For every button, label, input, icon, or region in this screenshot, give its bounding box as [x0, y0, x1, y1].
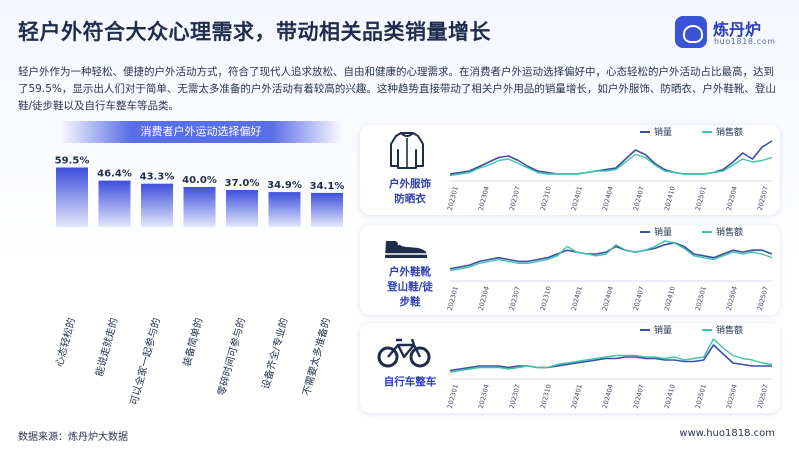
series-line-volume: [449, 344, 772, 372]
x-tick-label: 202404: [601, 185, 615, 211]
panel-bicycle: 自行车整车 202301 202304 202307 202310 202401 2024…: [360, 323, 780, 413]
legend-label: 销量: [654, 324, 672, 336]
x-tick-label: 202401: [570, 285, 584, 311]
bar: [268, 192, 301, 227]
x-tick-label: 202410: [663, 285, 677, 311]
bar: [183, 187, 216, 227]
shoe-icon: [385, 240, 427, 258]
legend-label: 销量: [654, 126, 672, 138]
footwear-line-chart: 202301 202304 202307 202310 202401 202404 2024…: [446, 226, 773, 311]
footer-website[interactable]: www.huo1818.com: [679, 428, 775, 439]
panel-label-line: 自行车整车: [383, 376, 437, 388]
bar-value-label: 46.4%: [97, 169, 132, 180]
x-tick-label: 202410: [663, 383, 677, 409]
jacket-icon: [390, 132, 424, 169]
bar-value-label: 34.9%: [267, 180, 302, 191]
category-label: 可以全家一起参与的: [127, 316, 163, 406]
bar-value-label: 34.1%: [310, 181, 345, 192]
apparel-line-chart: 202301 202304 202307 202310 202401 202404 2024…: [446, 126, 773, 211]
x-tick-label: 202407: [632, 285, 646, 311]
panel-label-line: 登山鞋/徒: [387, 281, 433, 293]
x-tick-label: 202307: [508, 185, 522, 211]
panel-label-line: 户外服饰: [389, 178, 431, 190]
bar: [56, 167, 88, 227]
bicycle-icon: [377, 338, 431, 368]
legend-label: 销量: [654, 226, 672, 238]
x-tick-label: 202401: [570, 383, 584, 409]
x-tick-label: 202504: [725, 285, 739, 311]
x-tick-label: 202307: [508, 383, 522, 409]
x-tick-label: 202310: [539, 285, 553, 311]
series-line-amount: [449, 338, 773, 373]
bar: [311, 192, 343, 227]
bar-value-label: 59.5%: [55, 156, 90, 167]
category-label: 装备简单的: [180, 316, 205, 368]
legend-label: 销售额: [716, 226, 743, 238]
panel-outdoor-apparel: 户外服饰 防晒衣 202301 202304 202307 202310 202401 2…: [360, 125, 780, 215]
series-line-amount: [449, 153, 773, 177]
bicycle-line-chart: 202301 202304 202307 202310 202401 202404 2024…: [446, 324, 773, 409]
x-tick-label: 202501: [694, 285, 708, 311]
x-tick-label: 202304: [477, 285, 491, 311]
bar: [226, 190, 258, 227]
x-tick-label: 202404: [601, 383, 615, 409]
category-label: 不需要太多准备的: [300, 316, 333, 397]
panel-label-line: 户外鞋靴: [389, 266, 431, 278]
legend-label: 销售额: [716, 126, 743, 138]
panel-label-bicycle: 自行车整车: [368, 375, 452, 390]
x-tick-label: 202301: [446, 185, 460, 211]
bar-chart-title: 消费者户外运动选择偏好: [60, 121, 342, 143]
logo-icon: [675, 16, 707, 48]
x-tick-label: 202507: [756, 285, 770, 311]
x-tick-label: 202310: [539, 383, 553, 409]
category-label: 零碎时间可参与的: [215, 316, 248, 397]
x-tick-label: 202401: [570, 185, 584, 211]
category-label: 心态轻松的: [52, 316, 77, 368]
x-tick-label: 202407: [632, 185, 646, 211]
legend-label: 销售额: [716, 324, 743, 336]
category-label: 设备齐全/专业的: [259, 316, 291, 390]
panel-label-line: 步鞋: [399, 296, 421, 308]
panel-label-footwear: 户外鞋靴 登山鞋/徒 步鞋: [368, 265, 452, 310]
logo-url: huo1818.com: [714, 37, 776, 46]
bar: [98, 180, 131, 227]
panel-label-line: 防晒衣: [394, 193, 426, 205]
bar-value-label: 43.3%: [140, 172, 175, 183]
logo-name: 炼丹炉: [713, 20, 762, 39]
x-tick-label: 202307: [508, 285, 522, 311]
description-text: 轻户外作为一种轻松、便捷的户外活动方式，符合了现代人追求放松、自由和健康的心理需…: [18, 66, 776, 112]
x-tick-label: 202310: [539, 185, 553, 211]
x-tick-label: 202301: [446, 383, 460, 409]
bar-value-label: 37.0%: [225, 178, 260, 189]
panel-outdoor-footwear: 户外鞋靴 登山鞋/徒 步鞋 202301 202304 202307 202310 20…: [360, 225, 780, 315]
x-tick-label: 202501: [694, 383, 708, 409]
x-tick-label: 202507: [756, 185, 770, 211]
x-tick-label: 202404: [601, 285, 615, 311]
x-tick-label: 202304: [477, 383, 491, 409]
data-source: 数据来源：炼丹炉大数据: [18, 432, 128, 443]
series-line-volume: [449, 140, 773, 175]
bar-value-label: 40.0%: [182, 175, 217, 186]
bar: [141, 183, 173, 227]
x-tick-label: 202407: [632, 383, 646, 409]
category-label: 能说走就走的: [92, 316, 120, 377]
x-tick-label: 202507: [756, 383, 770, 409]
series-line-amount: [449, 240, 773, 272]
x-tick-label: 202504: [725, 383, 739, 409]
x-tick-label: 202304: [477, 185, 491, 211]
brand-logo[interactable]: 炼丹炉 huo1818.com: [675, 14, 785, 54]
x-tick-label: 202501: [694, 185, 708, 211]
x-tick-label: 202410: [663, 185, 677, 211]
x-tick-label: 202504: [725, 185, 739, 211]
preference-bar-chart: 59.5% 心态轻松的 46.4% 能说走就走的 43.3% 可以全家一起参与的 40.0%…: [52, 156, 345, 407]
panel-label-apparel: 户外服饰 防晒衣: [368, 177, 452, 207]
page-title: 轻户外符合大众心理需求，带动相关品类销量增长: [18, 20, 491, 44]
x-tick-label: 202301: [446, 285, 460, 311]
